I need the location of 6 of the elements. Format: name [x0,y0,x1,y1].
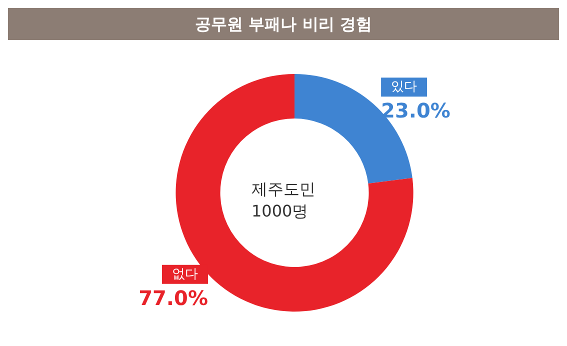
slice-label: 없다 [172,266,198,282]
data-label: 23.0% [381,98,450,123]
text: 제주도민 1000명 [252,180,316,220]
slice-label: 있다 [391,80,418,95]
data-label: 77.0% [138,286,208,310]
chart-title: 공무원 부패나 비리 경험 [195,14,372,34]
